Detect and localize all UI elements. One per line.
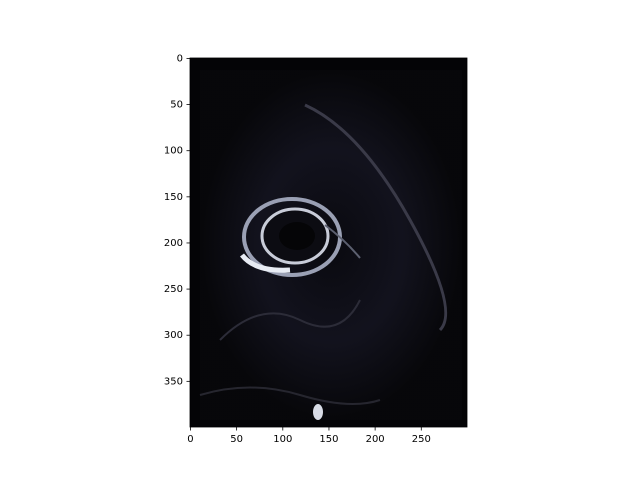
y-tick-label: 200 [164,238,183,249]
y-tick-label: 0 [177,53,183,64]
x-tick-label: 0 [187,434,193,445]
image-detail [199,70,462,420]
x-tick-label: 200 [366,434,385,445]
x-tick-label: 150 [319,434,338,445]
x-tick-label: 250 [412,434,431,445]
y-tick-label: 300 [164,330,183,341]
y-tick-label: 350 [164,376,183,387]
axes-frame [189,57,468,428]
y-tick-label: 150 [164,192,183,203]
x-tick-label: 100 [273,434,292,445]
y-tick-label: 50 [170,100,183,111]
x-tick-label: 50 [230,434,243,445]
y-tick-label: 250 [164,284,183,295]
y-tick-label: 100 [164,146,183,157]
